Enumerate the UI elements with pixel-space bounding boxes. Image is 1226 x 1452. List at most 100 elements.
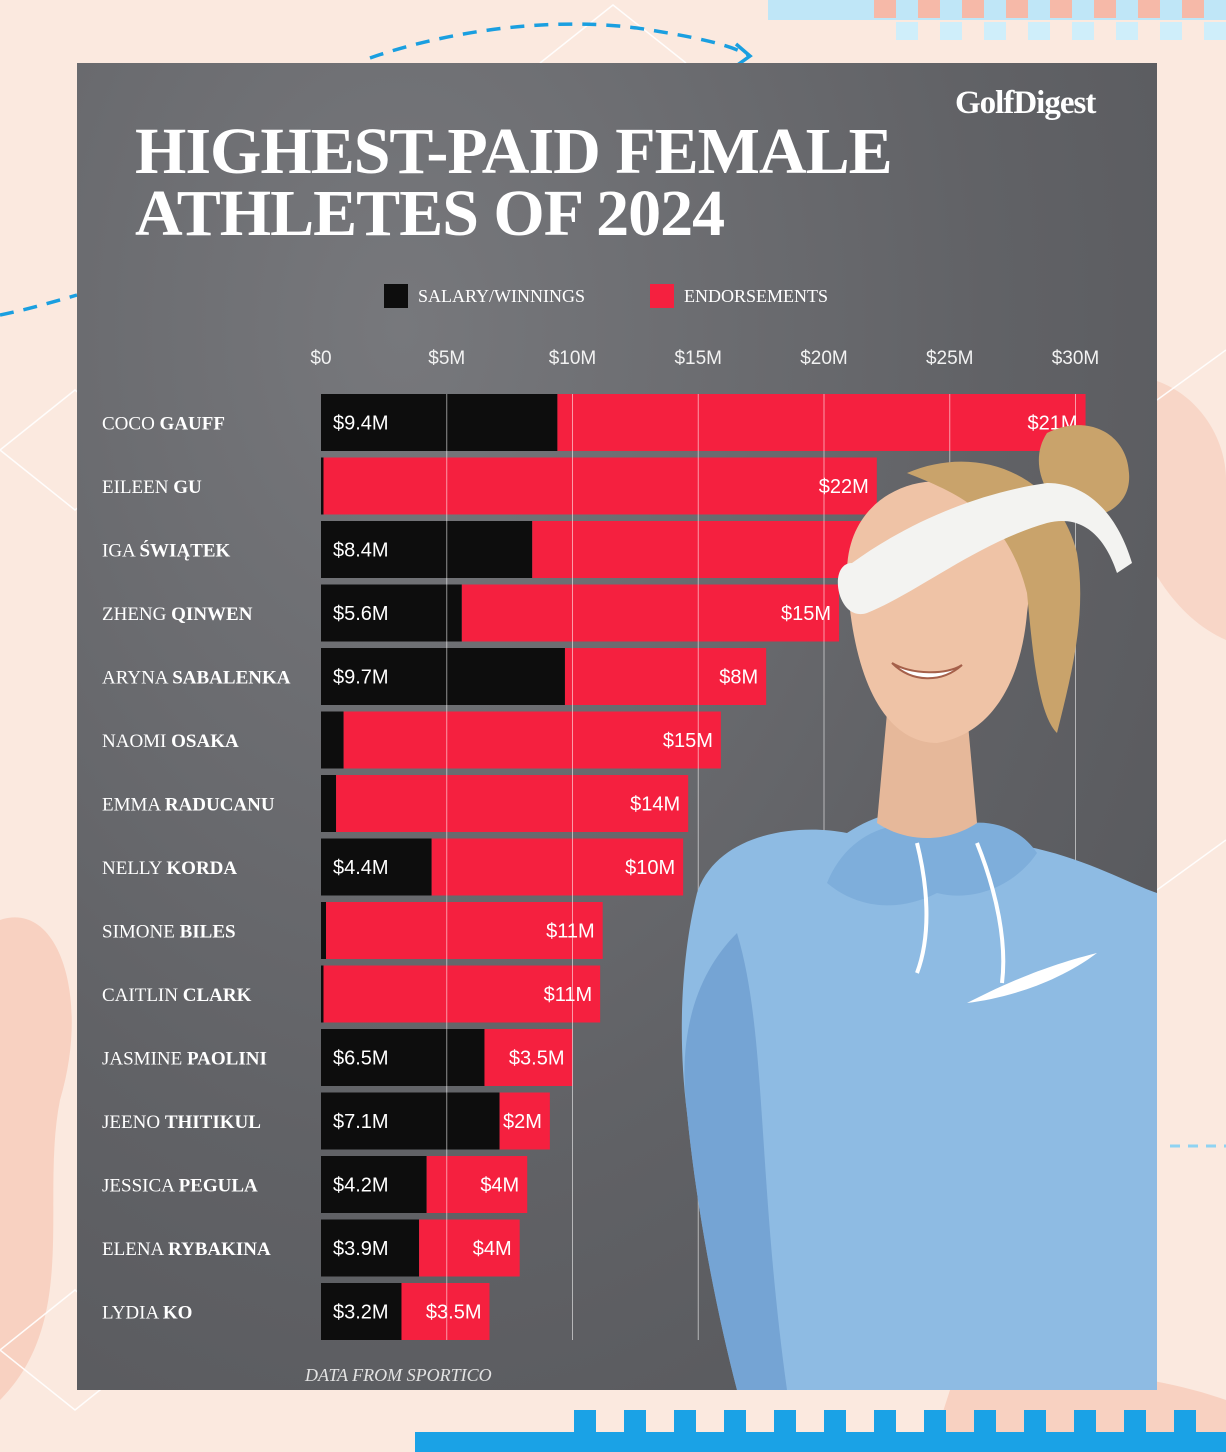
endorsement-bar — [484, 1029, 573, 1086]
endorsement-value-label: $15M — [781, 603, 831, 625]
visor — [837, 483, 1132, 615]
drawstring — [915, 842, 1006, 984]
salary-value-label: $3.2M — [333, 1302, 389, 1324]
endorsement-value-label: $3.5M — [426, 1302, 482, 1324]
endorsement-value-label: $14M — [630, 794, 680, 816]
x-tick-label: $25M — [926, 348, 974, 369]
athlete-name-label: NELLY KORDA — [102, 858, 237, 879]
legend-endorsements-swatch — [650, 284, 674, 308]
athlete-first-name: COCO — [102, 414, 160, 435]
athlete-first-name: LYDIA — [102, 1303, 163, 1324]
endorsement-bar — [343, 711, 721, 769]
hair — [907, 461, 1081, 733]
infographic-card: GolfDigest HIGHEST-PAID FEMALE ATHLETES … — [77, 63, 1157, 1390]
smile — [891, 662, 963, 680]
salary-bar — [321, 965, 324, 1023]
endorsement-value-label: $3.5M — [509, 1048, 565, 1070]
salary-value-label: $4.2M — [333, 1175, 389, 1197]
athlete-first-name: IGA — [102, 541, 139, 562]
endorsement-value-label: $10M — [625, 857, 675, 879]
endorsement-value-label: $11M — [546, 921, 595, 943]
salary-bar — [321, 584, 462, 642]
athlete-last-name: THITIKUL — [165, 1112, 261, 1133]
athlete-first-name: ARYNA — [102, 668, 172, 689]
x-tick-label: $20M — [800, 348, 848, 369]
athlete-name-label: ELENA RYBAKINA — [102, 1239, 271, 1260]
endorsement-bar — [461, 584, 840, 642]
athlete-name-label: JESSICA PEGULA — [102, 1176, 258, 1197]
endorsement-value-label: $4M — [473, 1238, 512, 1260]
athlete-name-label: LYDIA KO — [102, 1303, 192, 1324]
athlete-last-name: BILES — [180, 922, 236, 943]
athlete-first-name: EILEEN — [102, 477, 173, 498]
athlete-name-label: ARYNA SABALENKA — [102, 668, 291, 689]
data-source-note: DATA FROM SPORTICO — [305, 1365, 492, 1385]
athlete-last-name: QINWEN — [171, 604, 253, 625]
athlete-first-name: SIMONE — [102, 922, 180, 943]
athlete-photo — [681, 425, 1157, 1390]
endorsement-bar — [419, 1219, 520, 1277]
athlete-name-label: JEENO THITIKUL — [102, 1112, 261, 1133]
salary-bar — [321, 1092, 500, 1150]
legend-salary: SALARY/WINNINGS — [384, 284, 585, 308]
athlete-last-name: KORDA — [166, 858, 237, 879]
athlete-first-name: NELLY — [102, 858, 166, 879]
hood — [827, 822, 1037, 906]
athlete-name-label: CAITLIN CLARK — [102, 985, 252, 1006]
athlete-name-label: EILEEN GU — [102, 477, 202, 498]
salary-value-label: $9.7M — [333, 667, 389, 689]
athlete-last-name: PAOLINI — [187, 1049, 267, 1070]
salary-bar — [321, 648, 565, 705]
athlete-last-name: KO — [163, 1303, 193, 1324]
endorsement-value-label: $22M — [819, 476, 869, 498]
athlete-name-label: NAOMI OSAKA — [102, 731, 239, 752]
endorsement-bar — [431, 838, 684, 896]
endorsement-value-label: $11M — [544, 984, 593, 1006]
salary-value-label: $6.5M — [333, 1048, 389, 1070]
salary-bar — [321, 394, 558, 451]
neck — [877, 713, 977, 838]
salary-bar — [321, 711, 344, 769]
athlete-name-label: EMMA RADUCANU — [102, 795, 275, 816]
endorsement-bar — [323, 965, 601, 1023]
x-tick-label: $5M — [428, 348, 465, 369]
salary-bar — [321, 1219, 420, 1277]
chart-title-line-2: ATHLETES OF 2024 — [135, 177, 725, 250]
stacked-bar-chart: $0 $5M $10M $15M $20M $25M $30M COCO GAUFF $9.4M… — [102, 348, 1100, 1340]
athlete-last-name: GAUFF — [160, 414, 225, 435]
hoodie — [681, 810, 1157, 1390]
athlete-last-name: CLARK — [183, 985, 252, 1006]
endorsement-value-label: $15M — [663, 730, 713, 752]
chart-title-line-1: HIGHEST-PAID FEMALE — [135, 115, 893, 188]
salary-bar — [321, 775, 337, 832]
athlete-last-name: PEGULA — [179, 1176, 258, 1197]
salary-value-label: $9.4M — [333, 413, 389, 435]
athlete-last-name: GU — [173, 477, 202, 498]
athlete-first-name: EMMA — [102, 795, 165, 816]
x-tick-label: $15M — [674, 348, 722, 369]
athlete-last-name: ŚWIĄTEK — [139, 540, 230, 562]
salary-value-label: $5.6M — [333, 603, 389, 625]
athlete-last-name: OSAKA — [171, 731, 239, 752]
chart-title: HIGHEST-PAID FEMALE ATHLETES OF 2024 — [135, 115, 893, 250]
salary-value-label: $3.9M — [333, 1238, 389, 1260]
legend-endorsements: ENDORSEMENTS — [650, 284, 828, 308]
endorsement-value-label: $4M — [480, 1175, 519, 1197]
athlete-first-name: CAITLIN — [102, 985, 183, 1006]
x-tick-label: $0 — [310, 348, 331, 369]
athlete-first-name: NAOMI — [102, 731, 171, 752]
salary-bar — [321, 1283, 402, 1340]
salary-bar — [321, 902, 327, 959]
x-tick-label: $30M — [1052, 348, 1100, 369]
endorsement-bar — [499, 1092, 550, 1150]
endorsement-value-label: $2M — [503, 1111, 542, 1133]
endorsement-value-label: $8M — [719, 667, 758, 689]
athlete-first-name: JASMINE — [102, 1049, 187, 1070]
legend-endorsements-label: ENDORSEMENTS — [684, 285, 829, 306]
athlete-first-name: JESSICA — [102, 1176, 179, 1197]
endorsement-bar — [326, 902, 603, 959]
salary-value-label: $8.4M — [333, 540, 389, 562]
golf-digest-logo: GolfDigest — [955, 85, 1096, 121]
salary-bar — [321, 521, 533, 578]
endorsement-bar — [323, 457, 877, 515]
